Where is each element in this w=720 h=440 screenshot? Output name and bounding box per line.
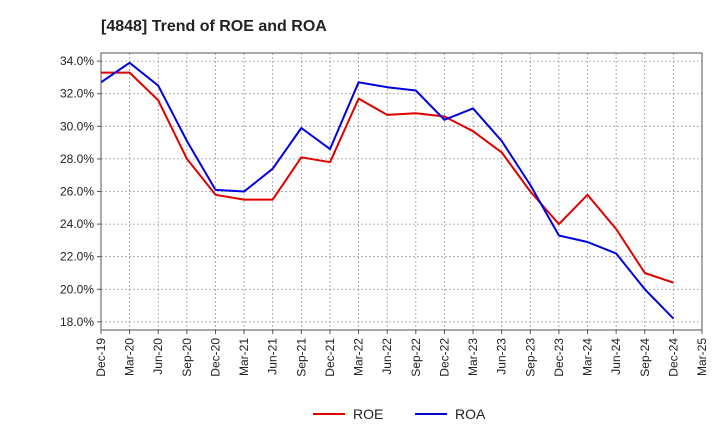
x-tick-label: Jun-22 — [380, 338, 394, 375]
x-tick-label: Mar-21 — [237, 338, 251, 376]
x-tick-label: Mar-23 — [466, 338, 480, 376]
y-tick-label: 26.0% — [60, 185, 94, 199]
x-tick-label: Mar-24 — [581, 338, 595, 376]
series-line-roe — [101, 71, 674, 284]
legend: ROE ROA — [313, 406, 486, 422]
x-tick-label: Dec-22 — [437, 338, 451, 377]
x-tick-label: Jun-23 — [495, 338, 509, 375]
x-tick-label: Jun-21 — [266, 338, 280, 375]
x-tick-label: Sep-20 — [180, 338, 194, 377]
y-tick-label: 30.0% — [60, 119, 94, 133]
y-tick-label: 28.0% — [60, 152, 94, 166]
x-tick-label: Mar-25 — [695, 338, 709, 376]
x-tick-label: Dec-19 — [94, 338, 108, 377]
x-axis-ticks: Dec-19 Mar-20 Jun-20 Sep-20 Dec-20 Mar-21 Jun-… — [94, 330, 709, 377]
legend-label-roe: ROE — [353, 406, 383, 422]
grid — [101, 53, 702, 330]
x-tick-label: Sep-24 — [638, 338, 652, 377]
x-tick-label: Sep-23 — [523, 338, 537, 377]
x-tick-label: Mar-22 — [352, 338, 366, 376]
x-tick-label: Jun-20 — [151, 338, 165, 375]
x-tick-label: Dec-21 — [323, 338, 337, 377]
x-tick-label: Sep-22 — [409, 338, 423, 377]
x-tick-label: Dec-23 — [552, 338, 566, 377]
y-tick-label: 22.0% — [60, 250, 94, 264]
y-axis-ticks: 18.0% 20.0% 22.0% 24.0% 26.0% 28.0% 30.0% 32.0%… — [60, 54, 101, 329]
y-tick-label: 32.0% — [60, 87, 94, 101]
x-tick-label: Mar-20 — [123, 338, 137, 376]
y-tick-label: 24.0% — [60, 217, 94, 231]
legend-label-roa: ROA — [455, 406, 486, 422]
series-line-roa — [100, 61, 675, 320]
x-tick-label: Dec-24 — [666, 338, 680, 377]
y-tick-label: 18.0% — [60, 315, 94, 329]
series — [100, 61, 675, 320]
y-tick-label: 34.0% — [60, 54, 94, 68]
x-tick-label: Jun-24 — [609, 338, 623, 375]
chart-title: [4848] Trend of ROE and ROA — [101, 18, 327, 35]
x-tick-label: Dec-20 — [208, 338, 222, 377]
x-tick-label: Sep-21 — [294, 338, 308, 377]
y-tick-label: 20.0% — [60, 282, 94, 296]
